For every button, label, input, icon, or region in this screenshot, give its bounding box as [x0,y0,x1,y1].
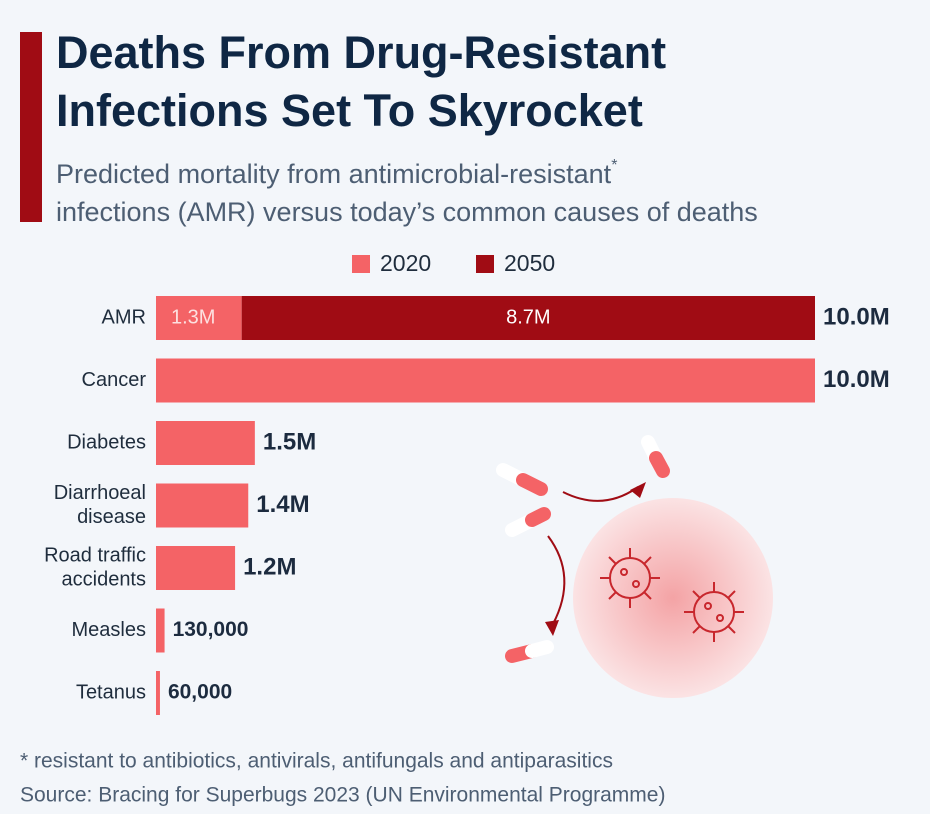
bar-segment [156,296,242,340]
bar-segment [156,358,815,403]
category-label: Road traffic [44,544,146,566]
legend-swatch [476,255,494,273]
source: Source: Bracing for Superbugs 2023 (UN E… [20,784,665,807]
category-label: AMR [102,306,146,328]
segment-label: 1.3M [171,306,215,328]
footnote: * resistant to antibiotics, antivirals, … [20,750,613,773]
bar-segment [156,671,160,715]
bar-segment [156,546,236,590]
illustration [496,435,773,698]
bar-segment [156,483,249,528]
subtitle-line: Predicted mortality from antimicrobial-r… [56,159,612,189]
subtitle-marker: * [611,157,617,174]
total-label: 1.4M [256,491,309,518]
total-label: 1.2M [243,553,296,580]
accent-bar [20,32,42,222]
legend-label: 2050 [504,250,555,276]
category-label: Diarrhoeal [54,482,146,504]
segment-label: 8.7M [506,306,550,328]
subtitle: infections (AMR) versus today’s common c… [56,197,758,227]
category-label: accidents [62,568,147,590]
chart-title: Deaths From Drug-Resistant [56,27,666,78]
category-label: Tetanus [76,681,146,703]
total-label: 10.0M [823,366,890,393]
category-label: Measles [72,619,146,641]
legend-label: 2020 [380,250,431,276]
total-label: 130,000 [173,618,249,641]
bar-segment [156,608,165,653]
subtitle: Predicted mortality from antimicrobial-r… [56,157,617,189]
total-label: 1.5M [263,428,316,455]
chart-title: Infections Set To Skyrocket [56,85,643,136]
category-label: Diabetes [67,431,146,453]
category-label: disease [77,506,146,528]
legend-swatch [352,255,370,273]
total-label: 10.0M [823,303,890,330]
total-label: 60,000 [168,681,232,704]
bar-segment [241,296,816,340]
bar-segment [156,421,255,465]
category-label: Cancer [82,369,147,391]
